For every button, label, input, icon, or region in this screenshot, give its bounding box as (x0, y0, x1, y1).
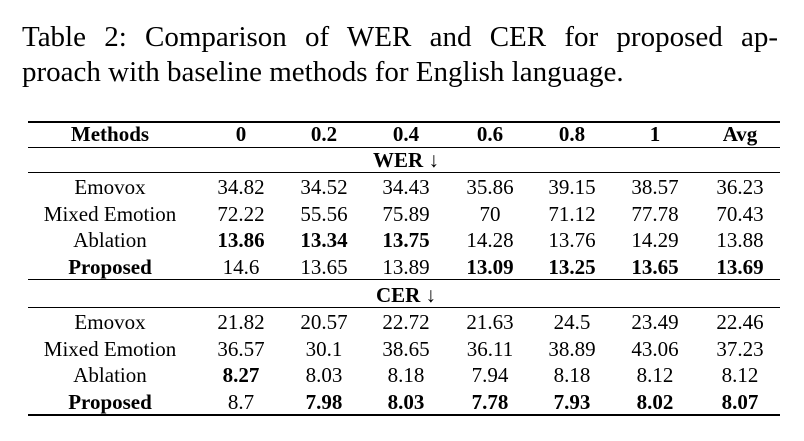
table-cell: 8.7 (227, 389, 255, 414)
row-label: Emovox (74, 175, 146, 199)
table-rule (28, 121, 780, 123)
column-header: 1 (649, 122, 661, 146)
table-cell: 70.43 (716, 201, 764, 226)
table-cell: 7.93 (553, 389, 591, 414)
table-cell: 71.12 (548, 201, 596, 226)
table-cell: 36.11 (466, 336, 514, 361)
table-cell: 14.28 (466, 228, 514, 252)
column-header: Avg (722, 122, 758, 146)
table-cell: 13.69 (716, 254, 764, 279)
table-cell: 70 (479, 201, 501, 226)
table-cell: 20.57 (300, 310, 348, 334)
table-cell: 14.29 (631, 228, 679, 252)
table-cell: 75.89 (382, 201, 430, 226)
table-cell: 8.03 (305, 363, 343, 387)
caption-line: Table 2: Comparison of WER and CER for p… (22, 21, 778, 53)
table-cell: 13.89 (382, 254, 430, 279)
table-cell: 13.86 (217, 228, 265, 252)
table-cell: 13.34 (300, 228, 348, 252)
table-rule (28, 279, 780, 280)
table-cell: 8.18 (553, 363, 591, 387)
table-cell: 37.23 (716, 336, 764, 361)
table-cell: 21.63 (466, 310, 514, 334)
table-cell: 8.18 (387, 363, 425, 387)
table-rule (28, 307, 780, 308)
table-cell: 43.06 (631, 336, 679, 361)
table-cell: 55.56 (300, 201, 348, 226)
column-header: 0.8 (558, 122, 586, 146)
table-cell: 38.57 (631, 175, 679, 199)
table-cell: 22.46 (716, 310, 764, 334)
table-cell: 30.1 (305, 336, 343, 361)
table-cell: 7.98 (305, 389, 343, 414)
table-cell: 7.94 (471, 363, 509, 387)
table-cell: 13.76 (548, 228, 596, 252)
table-cell: 13.88 (716, 228, 764, 252)
section-title: CER ↓ (375, 283, 437, 307)
table-cell: 21.82 (217, 310, 265, 334)
row-label: Emovox (74, 310, 146, 334)
row-label: Proposed (68, 389, 152, 414)
table-cell: 8.07 (721, 389, 759, 414)
table-rule (28, 414, 780, 416)
column-header: Methods (70, 122, 150, 146)
table-cell: 34.52 (300, 175, 348, 199)
table-cell: 13.65 (631, 254, 679, 279)
caption-line: proach with baseline methods for English… (22, 56, 624, 88)
column-header: 0.6 (476, 122, 504, 146)
table-cell: 8.02 (636, 389, 674, 414)
table-cell: 38.89 (548, 336, 596, 361)
table-cell: 8.12 (636, 363, 674, 387)
table-cell: 34.82 (217, 175, 265, 199)
table-cell: 23.49 (631, 310, 679, 334)
table-cell: 8.12 (721, 363, 759, 387)
column-header: 0 (235, 122, 247, 146)
table-cell: 22.72 (382, 310, 430, 334)
row-label: Mixed Emotion (43, 201, 177, 226)
table-rule (28, 172, 780, 173)
table-cell: 36.57 (217, 336, 265, 361)
table-cell: 24.5 (553, 310, 591, 334)
row-label: Proposed (68, 254, 152, 279)
table-cell: 38.65 (382, 336, 430, 361)
table-cell: 14.6 (222, 254, 260, 279)
column-header: 0.2 (310, 122, 338, 146)
table-cell: 39.15 (548, 175, 596, 199)
row-label: Mixed Emotion (43, 336, 177, 361)
table-cell: 13.25 (548, 254, 596, 279)
table-cell: 13.65 (300, 254, 348, 279)
table-cell: 8.03 (387, 389, 425, 414)
table-cell: 7.78 (471, 389, 509, 414)
table-cell: 13.09 (466, 254, 514, 279)
table-cell: 77.78 (631, 201, 679, 226)
table-rule (28, 147, 780, 148)
section-title: WER ↓ (373, 148, 439, 172)
column-header: 0.4 (392, 122, 420, 146)
row-label: Ablation (73, 228, 147, 252)
table-cell: 8.27 (222, 363, 260, 387)
table-cell: 36.23 (716, 175, 764, 199)
row-label: Ablation (73, 363, 147, 387)
table-cell: 35.86 (466, 175, 514, 199)
table-cell: 13.75 (382, 228, 430, 252)
table-cell: 34.43 (382, 175, 430, 199)
table-cell: 72.22 (217, 201, 265, 226)
